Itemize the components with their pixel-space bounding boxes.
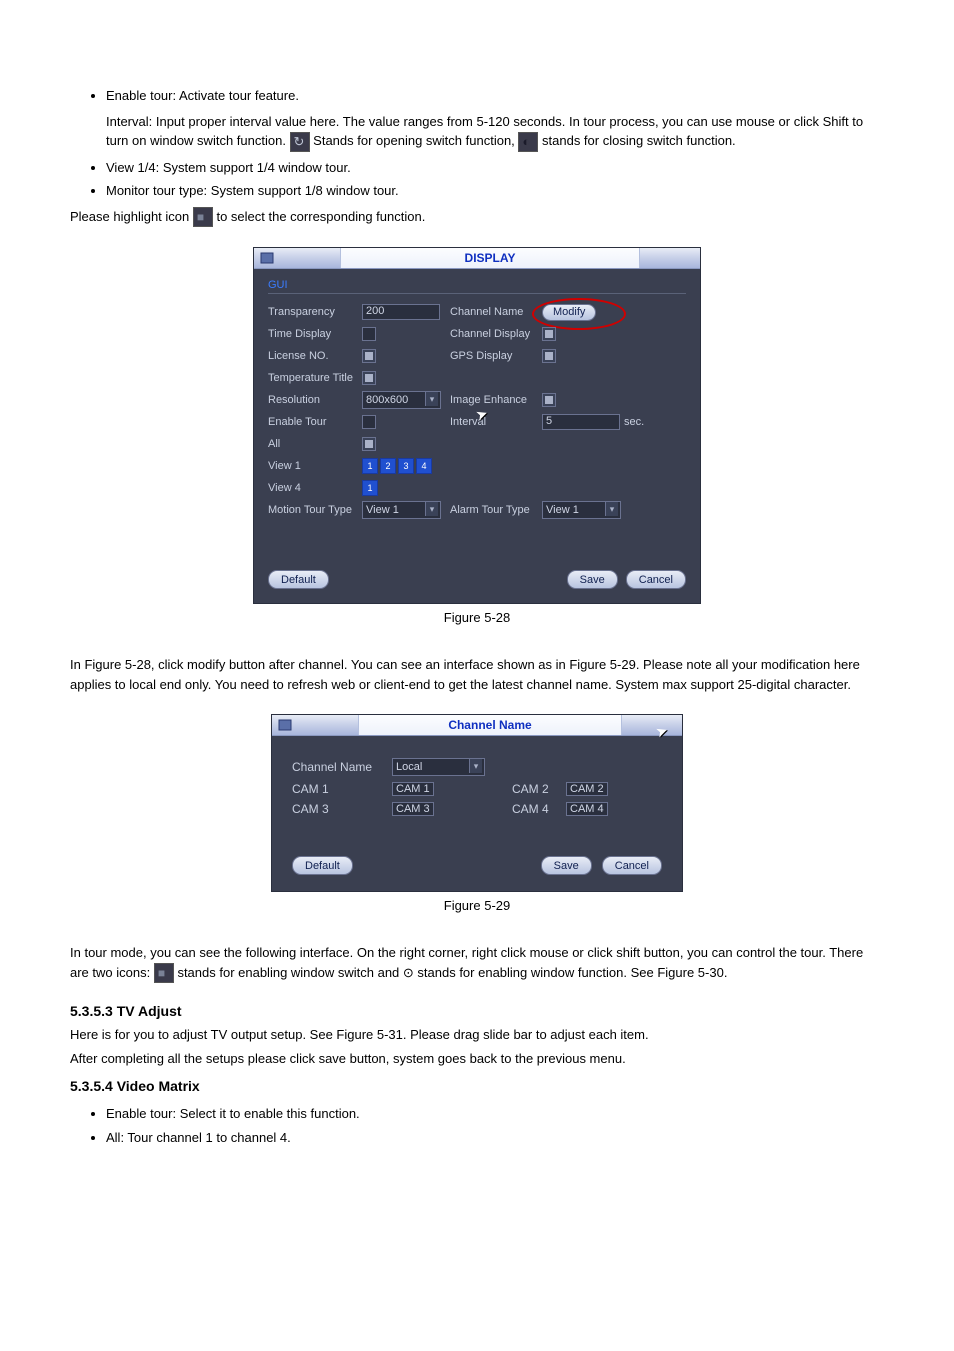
channel-title: Channel Name bbox=[358, 715, 622, 735]
cam2-label: CAM 2 bbox=[512, 782, 566, 796]
interval-text: Interval: Input proper interval value he… bbox=[70, 112, 884, 152]
cam1-label: CAM 1 bbox=[292, 782, 392, 796]
cam3-input[interactable]: CAM 3 bbox=[392, 802, 434, 816]
figure-display: DISPLAY GUI Transparency 200 Channel Nam… bbox=[70, 247, 884, 604]
bullet-item: Enable tour: Activate tour feature. bbox=[106, 86, 884, 106]
display-window: DISPLAY GUI Transparency 200 Channel Nam… bbox=[253, 247, 701, 604]
all-checkbox[interactable] bbox=[362, 437, 376, 451]
resolution-label: Resolution bbox=[268, 394, 362, 406]
all-label: All bbox=[268, 438, 362, 450]
view1-label: View 1 bbox=[268, 460, 362, 472]
transparency-label: Transparency bbox=[268, 306, 362, 318]
enable-tour-label: Enable Tour bbox=[268, 416, 362, 428]
channel-name-label: Channel Name bbox=[450, 306, 542, 318]
image-enhance-checkbox[interactable] bbox=[542, 393, 556, 407]
interval-unit: sec. bbox=[624, 416, 644, 428]
body-text-2: In tour mode, you can see the following … bbox=[70, 943, 884, 983]
display-title: DISPLAY bbox=[340, 248, 640, 268]
body-text-1: In Figure 5-28, click modify button afte… bbox=[70, 655, 884, 694]
cam3-label: CAM 3 bbox=[292, 802, 392, 816]
channel-display-label: Channel Display bbox=[450, 328, 542, 340]
display-titlebar: DISPLAY bbox=[254, 248, 700, 269]
body-text-3: Here is for you to adjust TV output setu… bbox=[70, 1025, 884, 1045]
view4-badge-1[interactable]: 1 bbox=[362, 480, 378, 496]
bullet-item: Enable tour: Select it to enable this fu… bbox=[106, 1104, 884, 1124]
figure2-caption: Figure 5-29 bbox=[70, 898, 884, 913]
view1-badge-1[interactable]: 1 bbox=[362, 458, 378, 474]
temperature-checkbox[interactable] bbox=[362, 371, 376, 385]
interval-input[interactable]: 5 bbox=[542, 414, 620, 430]
switch-on-icon bbox=[290, 132, 310, 152]
channel-titlebar: Channel Name bbox=[272, 715, 682, 736]
motion-select[interactable]: View 1 bbox=[362, 501, 441, 519]
body-text-4: After completing all the setups please c… bbox=[70, 1049, 884, 1069]
bullet-text: All: Tour channel 1 to channel 4. bbox=[106, 1130, 291, 1145]
license-label: License NO. bbox=[268, 350, 362, 362]
bullet-text: Enable tour: Activate tour feature. bbox=[106, 88, 299, 103]
time-display-label: Time Display bbox=[268, 328, 362, 340]
gui-section-label: GUI bbox=[268, 279, 686, 294]
tv-adjust-heading: 5.3.5.3 TV Adjust bbox=[70, 1003, 884, 1019]
transparency-input[interactable]: 200 bbox=[362, 304, 440, 320]
channel-name-select[interactable]: Local bbox=[392, 758, 485, 776]
bullet-item: Monitor tour type: System support 1/8 wi… bbox=[106, 181, 884, 201]
window-icon bbox=[260, 251, 274, 265]
figure1-caption: Figure 5-28 bbox=[70, 610, 884, 625]
gps-label: GPS Display bbox=[450, 350, 542, 362]
highlight-icon bbox=[193, 207, 213, 227]
switch-off-icon bbox=[518, 132, 538, 152]
gps-checkbox[interactable] bbox=[542, 349, 556, 363]
temperature-label: Temperature Title bbox=[268, 372, 362, 384]
bottom-bullet-list: Enable tour: Select it to enable this fu… bbox=[70, 1104, 884, 1147]
default-button[interactable]: Default bbox=[268, 570, 329, 589]
view1-badge-4[interactable]: 4 bbox=[416, 458, 432, 474]
interval-label: Interval bbox=[450, 416, 542, 428]
channel-display-checkbox[interactable] bbox=[542, 327, 556, 341]
view4-label: View 4 bbox=[268, 482, 362, 494]
highlight-text: Please highlight icon to select the corr… bbox=[70, 207, 884, 228]
top-bullet-list: Enable tour: Activate tour feature. bbox=[70, 86, 884, 106]
top-bullet-list-2: View 1/4: System support 1/4 window tour… bbox=[70, 158, 884, 201]
tour-stop-icon bbox=[154, 963, 174, 983]
default-button[interactable]: Default bbox=[292, 856, 353, 875]
bullet-text: Enable tour: Select it to enable this fu… bbox=[106, 1106, 360, 1121]
resolution-select[interactable]: 800x600 bbox=[362, 391, 441, 409]
cam4-label: CAM 4 bbox=[512, 802, 566, 816]
view1-badge-2[interactable]: 2 bbox=[380, 458, 396, 474]
channel-body: ➤ Channel Name Local CAM 1 CAM 1 CAM 2 C… bbox=[272, 736, 682, 891]
bullet-item: All: Tour channel 1 to channel 4. bbox=[106, 1128, 884, 1148]
display-body: GUI Transparency 200 Channel Name Modify… bbox=[254, 269, 700, 603]
enable-tour-checkbox[interactable] bbox=[362, 415, 376, 429]
time-display-checkbox[interactable] bbox=[362, 327, 376, 341]
bullet-text: Monitor tour type: System support 1/8 wi… bbox=[106, 183, 399, 198]
motion-label: Motion Tour Type bbox=[268, 504, 362, 516]
image-enhance-label: Image Enhance bbox=[450, 394, 542, 406]
figure-channel: Channel Name ➤ Channel Name Local CAM 1 … bbox=[70, 714, 884, 892]
view1-badge-3[interactable]: 3 bbox=[398, 458, 414, 474]
channel-window: Channel Name ➤ Channel Name Local CAM 1 … bbox=[271, 714, 683, 892]
save-button[interactable]: Save bbox=[541, 856, 592, 875]
save-button[interactable]: Save bbox=[567, 570, 618, 589]
bullet-text: View 1/4: System support 1/4 window tour… bbox=[106, 160, 351, 175]
bullet-item: View 1/4: System support 1/4 window tour… bbox=[106, 158, 884, 178]
cam4-input[interactable]: CAM 4 bbox=[566, 802, 608, 816]
alarm-select[interactable]: View 1 bbox=[542, 501, 621, 519]
alarm-label: Alarm Tour Type bbox=[450, 504, 542, 516]
window-icon bbox=[278, 718, 292, 732]
cancel-button[interactable]: Cancel bbox=[626, 570, 686, 589]
cam2-input[interactable]: CAM 2 bbox=[566, 782, 608, 796]
cam1-input[interactable]: CAM 1 bbox=[392, 782, 434, 796]
channel-name-label: Channel Name bbox=[292, 760, 392, 774]
modify-button[interactable]: Modify bbox=[542, 304, 596, 321]
video-matrix-heading: 5.3.5.4 Video Matrix bbox=[70, 1078, 884, 1094]
license-checkbox[interactable] bbox=[362, 349, 376, 363]
cancel-button[interactable]: Cancel bbox=[602, 856, 662, 875]
